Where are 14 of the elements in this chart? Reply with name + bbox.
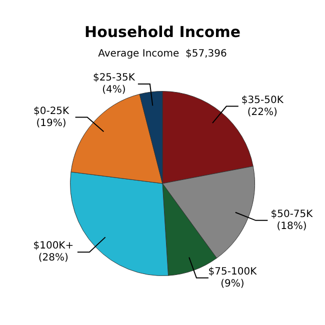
data-label: (4%) bbox=[102, 84, 126, 96]
data-label: (9%) bbox=[220, 278, 244, 290]
slice-label: $75-100K bbox=[208, 266, 258, 278]
data-label: (28%) bbox=[38, 252, 69, 264]
slice-label: $50-75K bbox=[270, 209, 314, 220]
data-label: (22%) bbox=[247, 106, 278, 118]
slice-label: $100K+ bbox=[33, 240, 74, 252]
data-label: (19%) bbox=[36, 118, 66, 129]
slice-label: $25-35K bbox=[92, 72, 136, 84]
slice-label: $0-25K bbox=[33, 106, 70, 117]
slice-label: $35-50K bbox=[241, 94, 284, 106]
data-label: (18%) bbox=[276, 221, 307, 232]
chart-subtitle: Average Income $57,396 bbox=[98, 48, 227, 60]
chart-title: Household Income bbox=[84, 22, 240, 41]
